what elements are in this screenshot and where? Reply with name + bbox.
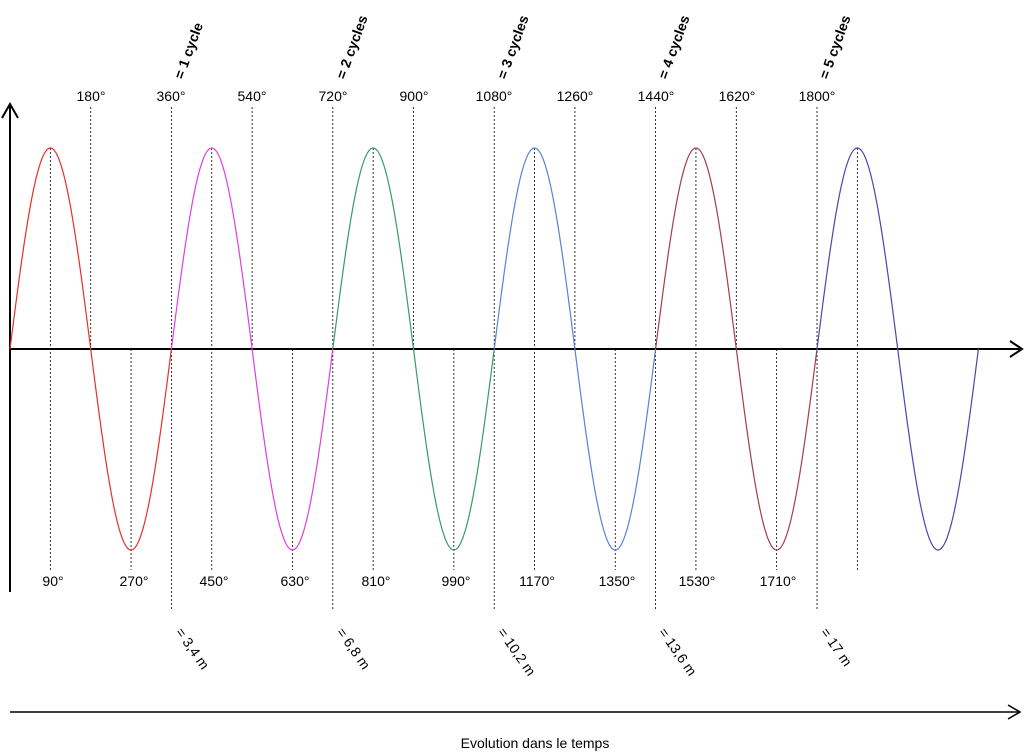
angle-label: 450° — [200, 573, 229, 589]
angle-label: 90° — [42, 573, 63, 589]
distance-label: = 3,4 m — [173, 625, 213, 673]
angle-label: 1350° — [599, 573, 636, 589]
angle-label: 1620° — [719, 88, 756, 104]
wave-cycle-5 — [655, 147, 818, 551]
horizontal-axis-arrowhead — [1009, 340, 1024, 358]
cycle-label: = 3 cycles — [494, 13, 532, 81]
wave-cycle-2 — [170, 147, 334, 551]
distance-label: = 10,2 m — [495, 625, 540, 679]
cycle-label: = 2 cycles — [333, 13, 371, 81]
angle-label: 540° — [238, 88, 267, 104]
angle-label: 900° — [400, 88, 429, 104]
distance-label: = 13,6 m — [656, 625, 701, 679]
wave-cycle-6 — [816, 147, 979, 551]
cycle-labels: = 1 cycle = 2 cycles = 3 cycles = 4 cycl… — [171, 13, 854, 81]
angle-label: 1440° — [638, 88, 675, 104]
angle-label: 720° — [319, 88, 348, 104]
cycle-label: = 5 cycles — [816, 13, 854, 81]
distance-label: = 17 m — [818, 625, 856, 670]
angle-label: 270° — [120, 573, 149, 589]
guide-lines — [49, 107, 858, 610]
bottom-angle-labels: 90° 270° 450° 630° 810° 990° 1170° 1350°… — [42, 573, 796, 589]
sine-wave — [9, 147, 979, 551]
angle-label: 1170° — [519, 573, 555, 589]
time-axis-arrowhead — [1007, 704, 1022, 720]
angle-label: 1260° — [557, 88, 594, 104]
time-axis-label: Evolution dans le temps — [461, 735, 610, 751]
angle-label: 990° — [442, 573, 471, 589]
top-angle-labels: 180° 360° 540° 720° 900° 1080° 1260° 144… — [77, 88, 836, 104]
angle-label: 630° — [281, 573, 310, 589]
angle-label: 360° — [157, 88, 186, 104]
distance-label: = 6,8 m — [334, 625, 374, 673]
angle-label: 1710° — [760, 573, 797, 589]
vertical-axis-arrowhead — [1, 101, 19, 119]
cycle-label: = 1 cycle — [171, 20, 206, 81]
angle-label: 180° — [77, 88, 106, 104]
wave-cycle-1 — [9, 147, 172, 551]
cycle-label: = 4 cycles — [655, 13, 693, 81]
angle-label: 1530° — [679, 573, 716, 589]
wave-cycle-4 — [493, 147, 657, 551]
angle-label: 810° — [362, 573, 391, 589]
wave-cycle-3 — [332, 147, 495, 551]
angle-label: 1080° — [476, 88, 513, 104]
distance-labels: = 3,4 m = 6,8 m = 10,2 m = 13,6 m = 17 m — [173, 625, 856, 679]
angle-label: 1800° — [799, 88, 836, 104]
